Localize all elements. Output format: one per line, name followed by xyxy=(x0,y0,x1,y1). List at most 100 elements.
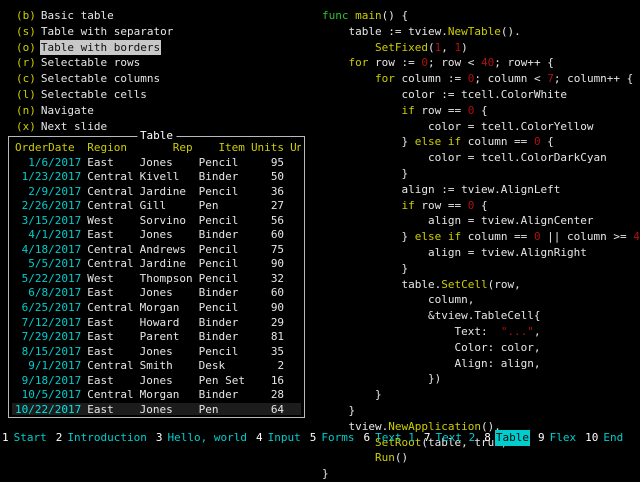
table-cell[interactable]: 90 xyxy=(248,257,287,272)
table-cell[interactable]: Binder xyxy=(196,316,248,331)
table-cell[interactable]: Pencil xyxy=(196,214,248,229)
table-row[interactable]: 2/9/2017CentralJardinePencil364.99 xyxy=(12,185,301,200)
table-row[interactable]: 6/25/2017CentralMorganPencil904.99 xyxy=(12,301,301,316)
table-cell[interactable]: 2/9/2017 xyxy=(12,185,84,200)
table-cell[interactable]: Parent xyxy=(137,330,196,345)
table-cell[interactable]: 1.99 xyxy=(287,156,301,171)
table-cell[interactable]: 8.99 xyxy=(287,403,301,415)
table-cell[interactable]: 3/15/2017 xyxy=(12,214,84,229)
table-cell[interactable]: 19.99 xyxy=(287,330,301,345)
table-cell[interactable]: 95 xyxy=(248,156,287,171)
table-cell[interactable]: Jones xyxy=(137,228,196,243)
table-cell[interactable]: 81 xyxy=(248,330,287,345)
table-cell[interactable]: East xyxy=(84,228,136,243)
table-row[interactable]: 5/5/2017CentralJardinePencil904.99 xyxy=(12,257,301,272)
table-cell[interactable]: 28 xyxy=(248,388,287,403)
table-cell[interactable]: 9/18/2017 xyxy=(12,374,84,389)
table-column-header[interactable]: OrderDate xyxy=(12,141,84,156)
menu-item-c[interactable]: (c)Selectable columns xyxy=(16,71,306,87)
table-cell[interactable]: Central xyxy=(84,388,136,403)
table-cell[interactable]: West xyxy=(84,272,136,287)
table-cell[interactable]: 50 xyxy=(248,170,287,185)
table-row[interactable]: 4/18/2017CentralAndrewsPencil751.99 xyxy=(12,243,301,258)
table-cell[interactable]: Pencil xyxy=(196,272,248,287)
table-cell[interactable]: 60 xyxy=(248,228,287,243)
table-cell[interactable]: Pen xyxy=(196,199,248,214)
table-cell[interactable]: Jardine xyxy=(137,257,196,272)
table-cell[interactable]: East xyxy=(84,286,136,301)
table-scroll-area[interactable]: OrderDateRegionRepItemUnitsUnitCost 1/6/… xyxy=(12,141,301,415)
table-cell[interactable]: 7/29/2017 xyxy=(12,330,84,345)
table-cell[interactable]: Desk xyxy=(196,359,248,374)
table-cell[interactable]: 1/23/2017 xyxy=(12,170,84,185)
menu-item-l[interactable]: (l)Selectable cells xyxy=(16,87,306,103)
table-column-header[interactable]: Item xyxy=(196,141,248,156)
table-cell[interactable]: Jardine xyxy=(137,185,196,200)
table-cell[interactable]: 4.99 xyxy=(287,345,301,360)
table-cell[interactable]: Central xyxy=(84,185,136,200)
table-cell[interactable]: Pencil xyxy=(196,301,248,316)
table-cell[interactable]: Binder xyxy=(196,388,248,403)
table-cell[interactable]: Morgan xyxy=(137,388,196,403)
table-cell[interactable]: 56 xyxy=(248,214,287,229)
table-cell[interactable]: Jones xyxy=(137,403,196,415)
table-column-header[interactable]: Region xyxy=(84,141,136,156)
table-cell[interactable]: Jones xyxy=(137,156,196,171)
table-cell[interactable]: Pencil xyxy=(196,243,248,258)
table-cell[interactable]: Central xyxy=(84,359,136,374)
table-cell[interactable]: 4/1/2017 xyxy=(12,228,84,243)
table-cell[interactable]: Central xyxy=(84,257,136,272)
table-cell[interactable]: 9/1/2017 xyxy=(12,359,84,374)
table-cell[interactable]: 1/6/2017 xyxy=(12,156,84,171)
table-cell[interactable]: 7/12/2017 xyxy=(12,316,84,331)
table-cell[interactable]: 8.99 xyxy=(287,286,301,301)
table-cell[interactable]: 5/5/2017 xyxy=(12,257,84,272)
table-cell[interactable]: Morgan xyxy=(137,301,196,316)
table-cell[interactable]: 10/22/2017 xyxy=(12,403,84,415)
table-row[interactable]: 10/22/2017EastJonesPen648.99 xyxy=(12,403,301,415)
table-cell[interactable]: 2.99 xyxy=(287,214,301,229)
table-cell[interactable]: Jones xyxy=(137,286,196,301)
table-column-header[interactable]: UnitCost xyxy=(287,141,301,156)
table-cell[interactable]: Gill xyxy=(137,199,196,214)
table-cell[interactable]: East xyxy=(84,403,136,415)
table-row[interactable]: 7/29/2017EastParentBinder8119.99 xyxy=(12,330,301,345)
table-cell[interactable]: Pencil xyxy=(196,257,248,272)
menu-item-r[interactable]: (r)Selectable rows xyxy=(16,55,306,71)
table-cell[interactable]: Sorvino xyxy=(137,214,196,229)
table-cell[interactable]: East xyxy=(84,374,136,389)
table-row[interactable]: 3/15/2017WestSorvinoPencil562.99 xyxy=(12,214,301,229)
table-cell[interactable]: Binder xyxy=(196,330,248,345)
table-row[interactable]: 6/8/2017EastJonesBinder608.99 xyxy=(12,286,301,301)
table-cell[interactable]: 1.99 xyxy=(287,316,301,331)
table-cell[interactable]: Thompson xyxy=(137,272,196,287)
table-cell[interactable]: Central xyxy=(84,170,136,185)
table-cell[interactable]: 90 xyxy=(248,301,287,316)
table-cell[interactable]: 125.00 xyxy=(287,359,301,374)
table-cell[interactable]: 6/8/2017 xyxy=(12,286,84,301)
table-cell[interactable]: 27 xyxy=(248,199,287,214)
table-cell[interactable]: Jones xyxy=(137,374,196,389)
table-cell[interactable]: 10/5/2017 xyxy=(12,388,84,403)
table-cell[interactable]: Binder xyxy=(196,286,248,301)
table-row[interactable]: 5/22/2017WestThompsonPencil321.99 xyxy=(12,272,301,287)
table-cell[interactable]: 35 xyxy=(248,345,287,360)
table-cell[interactable]: 4.99 xyxy=(287,185,301,200)
menu-item-s[interactable]: (s)Table with separator xyxy=(16,24,306,40)
table-cell[interactable]: Pen Set xyxy=(196,374,248,389)
table-cell[interactable]: 15.99 xyxy=(287,374,301,389)
table-cell[interactable]: 64 xyxy=(248,403,287,415)
table-column-header[interactable]: Rep xyxy=(137,141,196,156)
table-cell[interactable]: 4/18/2017 xyxy=(12,243,84,258)
table-cell[interactable]: 4.99 xyxy=(287,301,301,316)
table-cell[interactable]: Central xyxy=(84,243,136,258)
table-cell[interactable]: 2/26/2017 xyxy=(12,199,84,214)
table-cell[interactable]: East xyxy=(84,330,136,345)
table-cell[interactable]: 1.99 xyxy=(287,243,301,258)
